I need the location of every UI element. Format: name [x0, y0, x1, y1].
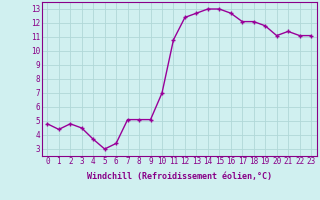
X-axis label: Windchill (Refroidissement éolien,°C): Windchill (Refroidissement éolien,°C) [87, 172, 272, 181]
